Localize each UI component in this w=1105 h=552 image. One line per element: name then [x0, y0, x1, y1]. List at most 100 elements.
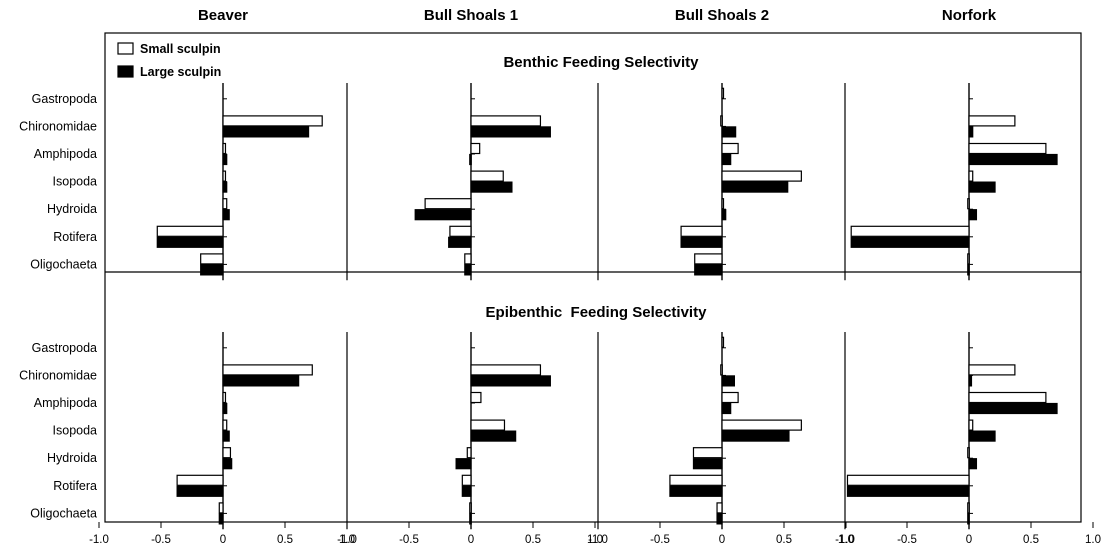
bar-small-sculpin — [850, 225, 970, 237]
x-tick-label: 1.0 — [339, 534, 355, 546]
x-tick-label: 0.5 — [525, 534, 541, 546]
bar-small-sculpin — [470, 391, 482, 404]
x-tick-label: 0 — [220, 534, 226, 546]
bar-small-sculpin — [449, 225, 472, 237]
bar-small-sculpin — [720, 115, 723, 127]
bar-small-sculpin — [721, 419, 802, 431]
bar-small-sculpin — [470, 115, 542, 127]
x-axis-ticks: -1.0 -0.5 0 0.5 1.0-1.0 -0.5 0 0.5 1.0-1.0 -0.5 0 0… — [89, 522, 1101, 546]
column-titles: Beaver Bull Shoals 1 Bull Shoals 2 Norfo… — [198, 7, 997, 24]
column-title-beaver: Beaver — [198, 7, 248, 24]
bar-small-sculpin — [222, 419, 228, 431]
panels — [156, 83, 1058, 530]
column-title-bull-shoals-2: Bull Shoals 2 — [675, 7, 769, 24]
legend-swatch-small-sculpin — [117, 42, 134, 55]
bar-small-sculpin — [669, 474, 723, 486]
bar-large-sculpin — [200, 264, 224, 276]
bar-large-sculpin — [968, 458, 978, 470]
legend-swatch-large-sculpin — [117, 65, 134, 78]
category-label: Isopoda — [53, 175, 98, 189]
bar-large-sculpin — [222, 209, 230, 221]
x-tick-label: -1.0 — [588, 534, 608, 546]
bar-large-sculpin — [968, 402, 1058, 415]
panel — [346, 332, 551, 530]
panel — [597, 332, 802, 530]
bar-small-sculpin — [967, 253, 970, 265]
bar-large-sculpin — [218, 513, 224, 525]
bar-large-sculpin — [470, 430, 517, 442]
x-tick-label: -0.5 — [897, 534, 917, 546]
bar-large-sculpin — [967, 513, 970, 525]
bar-large-sculpin — [721, 375, 735, 387]
category-label: Amphipoda — [34, 396, 97, 410]
bar-large-sculpin — [968, 181, 996, 193]
x-tick-label: 0 — [719, 534, 725, 546]
bar-large-sculpin — [414, 209, 472, 221]
category-label: Chironomidae — [19, 368, 97, 382]
x-tick-label: 0 — [468, 534, 474, 546]
column-title-norfork: Norfork — [942, 7, 997, 24]
x-tick-label: -1.0 — [89, 534, 109, 546]
bar-small-sculpin — [967, 198, 970, 210]
bar-small-sculpin — [222, 447, 232, 459]
bar-small-sculpin — [424, 198, 472, 210]
bar-small-sculpin — [721, 142, 739, 155]
bar-large-sculpin — [464, 264, 472, 276]
x-tick-label: 1.0 — [1085, 534, 1101, 546]
x-tick-label: 1.0 — [838, 534, 854, 546]
bar-large-sculpin — [850, 236, 970, 248]
x-tick-label: -1.0 — [835, 534, 855, 546]
bar-small-sculpin — [470, 364, 542, 376]
bar-small-sculpin — [968, 364, 1016, 376]
bar-large-sculpin — [968, 430, 996, 442]
bar-large-sculpin — [968, 153, 1058, 166]
x-tick-label: 0.5 — [776, 534, 792, 546]
bar-small-sculpin — [461, 474, 472, 486]
bar-small-sculpin — [720, 364, 723, 376]
bar-large-sculpin — [461, 485, 472, 497]
bar-large-sculpin — [455, 458, 472, 470]
bar-small-sculpin — [470, 419, 506, 431]
bar-large-sculpin — [469, 513, 472, 525]
bar-large-sculpin — [176, 485, 224, 497]
category-label: Oligochaeta — [30, 257, 97, 271]
panel — [346, 83, 551, 281]
column-title-bull-shoals-1: Bull Shoals 1 — [424, 7, 518, 24]
bar-small-sculpin — [200, 253, 224, 265]
bar-small-sculpin — [222, 115, 323, 127]
bar-small-sculpin — [968, 391, 1047, 404]
legend: Small sculpin Large sculpin — [117, 42, 221, 79]
bar-small-sculpin — [469, 502, 472, 514]
category-label: Gastropoda — [32, 341, 97, 355]
bar-large-sculpin — [469, 153, 472, 166]
x-tick-label: 1.0 — [587, 534, 603, 546]
bar-large-sculpin — [222, 126, 310, 138]
bar-large-sculpin — [716, 513, 723, 525]
category-label: Rotifera — [53, 479, 97, 493]
bar-large-sculpin — [721, 153, 732, 166]
bar-small-sculpin — [721, 87, 725, 99]
x-tick-label: 0.5 — [1023, 534, 1039, 546]
bar-large-sculpin — [222, 375, 300, 387]
bar-large-sculpin — [721, 126, 737, 138]
bar-small-sculpin — [967, 502, 970, 514]
category-label: Oligochaeta — [30, 506, 97, 520]
category-label: Rotifera — [53, 230, 97, 244]
category-label: Isopoda — [53, 424, 98, 438]
bar-large-sculpin — [721, 181, 789, 193]
bar-small-sculpin — [968, 419, 974, 431]
bar-large-sculpin — [846, 485, 970, 497]
legend-label-large-sculpin: Large sculpin — [140, 65, 221, 79]
category-label: Hydroida — [47, 451, 97, 465]
bar-large-sculpin — [721, 209, 727, 221]
category-label: Amphipoda — [34, 147, 97, 161]
bar-large-sculpin — [968, 126, 974, 138]
bar-small-sculpin — [721, 170, 802, 182]
bar-large-sculpin — [968, 375, 973, 387]
bar-large-sculpin — [222, 402, 228, 415]
bar-small-sculpin — [721, 198, 725, 210]
bar-large-sculpin — [222, 458, 233, 470]
bar-large-sculpin — [692, 458, 723, 470]
category-label: Hydroida — [47, 202, 97, 216]
